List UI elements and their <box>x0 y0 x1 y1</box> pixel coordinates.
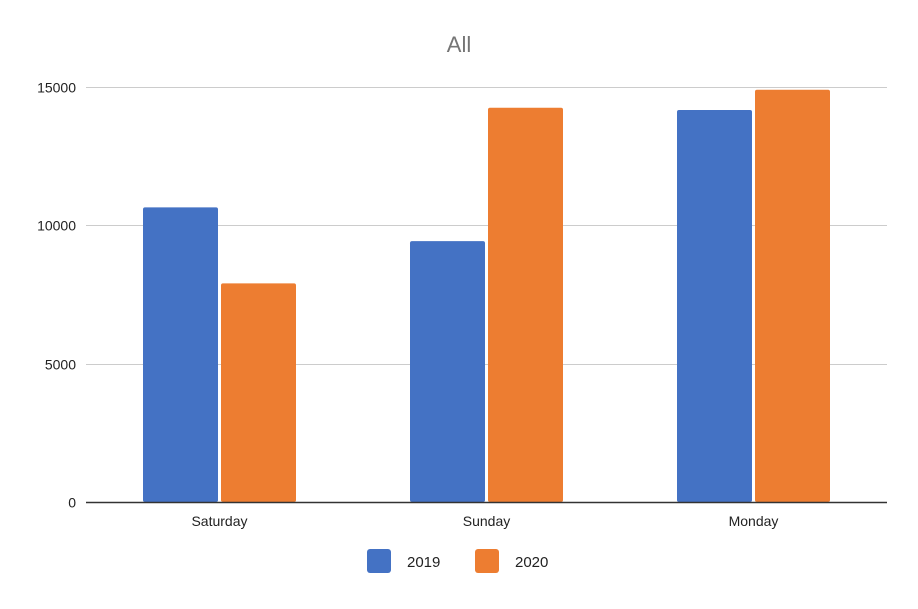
legend: 2019 2020 <box>367 549 548 573</box>
bar-2019-sunday <box>410 241 485 502</box>
chart-title: All <box>447 32 471 57</box>
legend-label: 2020 <box>515 554 548 571</box>
legend-swatch-2020 <box>475 549 499 573</box>
x-tick-label: Saturday <box>191 513 247 529</box>
bar-2020-monday <box>755 89 830 503</box>
gridlines <box>86 87 887 365</box>
bar-2020-saturday <box>221 283 296 502</box>
x-axis-ticks: Saturday Sunday Monday <box>191 513 778 529</box>
x-tick-label: Sunday <box>463 513 510 529</box>
bar-2019-saturday <box>143 207 218 502</box>
y-tick-label: 15000 <box>37 80 76 96</box>
legend-label: 2019 <box>407 554 440 571</box>
bars <box>143 89 830 503</box>
x-tick-label: Monday <box>729 513 779 529</box>
bar-2020-sunday <box>488 107 563 502</box>
y-tick-label: 5000 <box>45 357 76 373</box>
y-tick-label: 0 <box>68 495 76 511</box>
y-tick-label: 10000 <box>37 218 76 234</box>
bar-2019-monday <box>677 109 752 503</box>
y-axis-ticks: 0 5000 10000 15000 <box>37 80 76 511</box>
legend-swatch-2019 <box>367 549 391 573</box>
